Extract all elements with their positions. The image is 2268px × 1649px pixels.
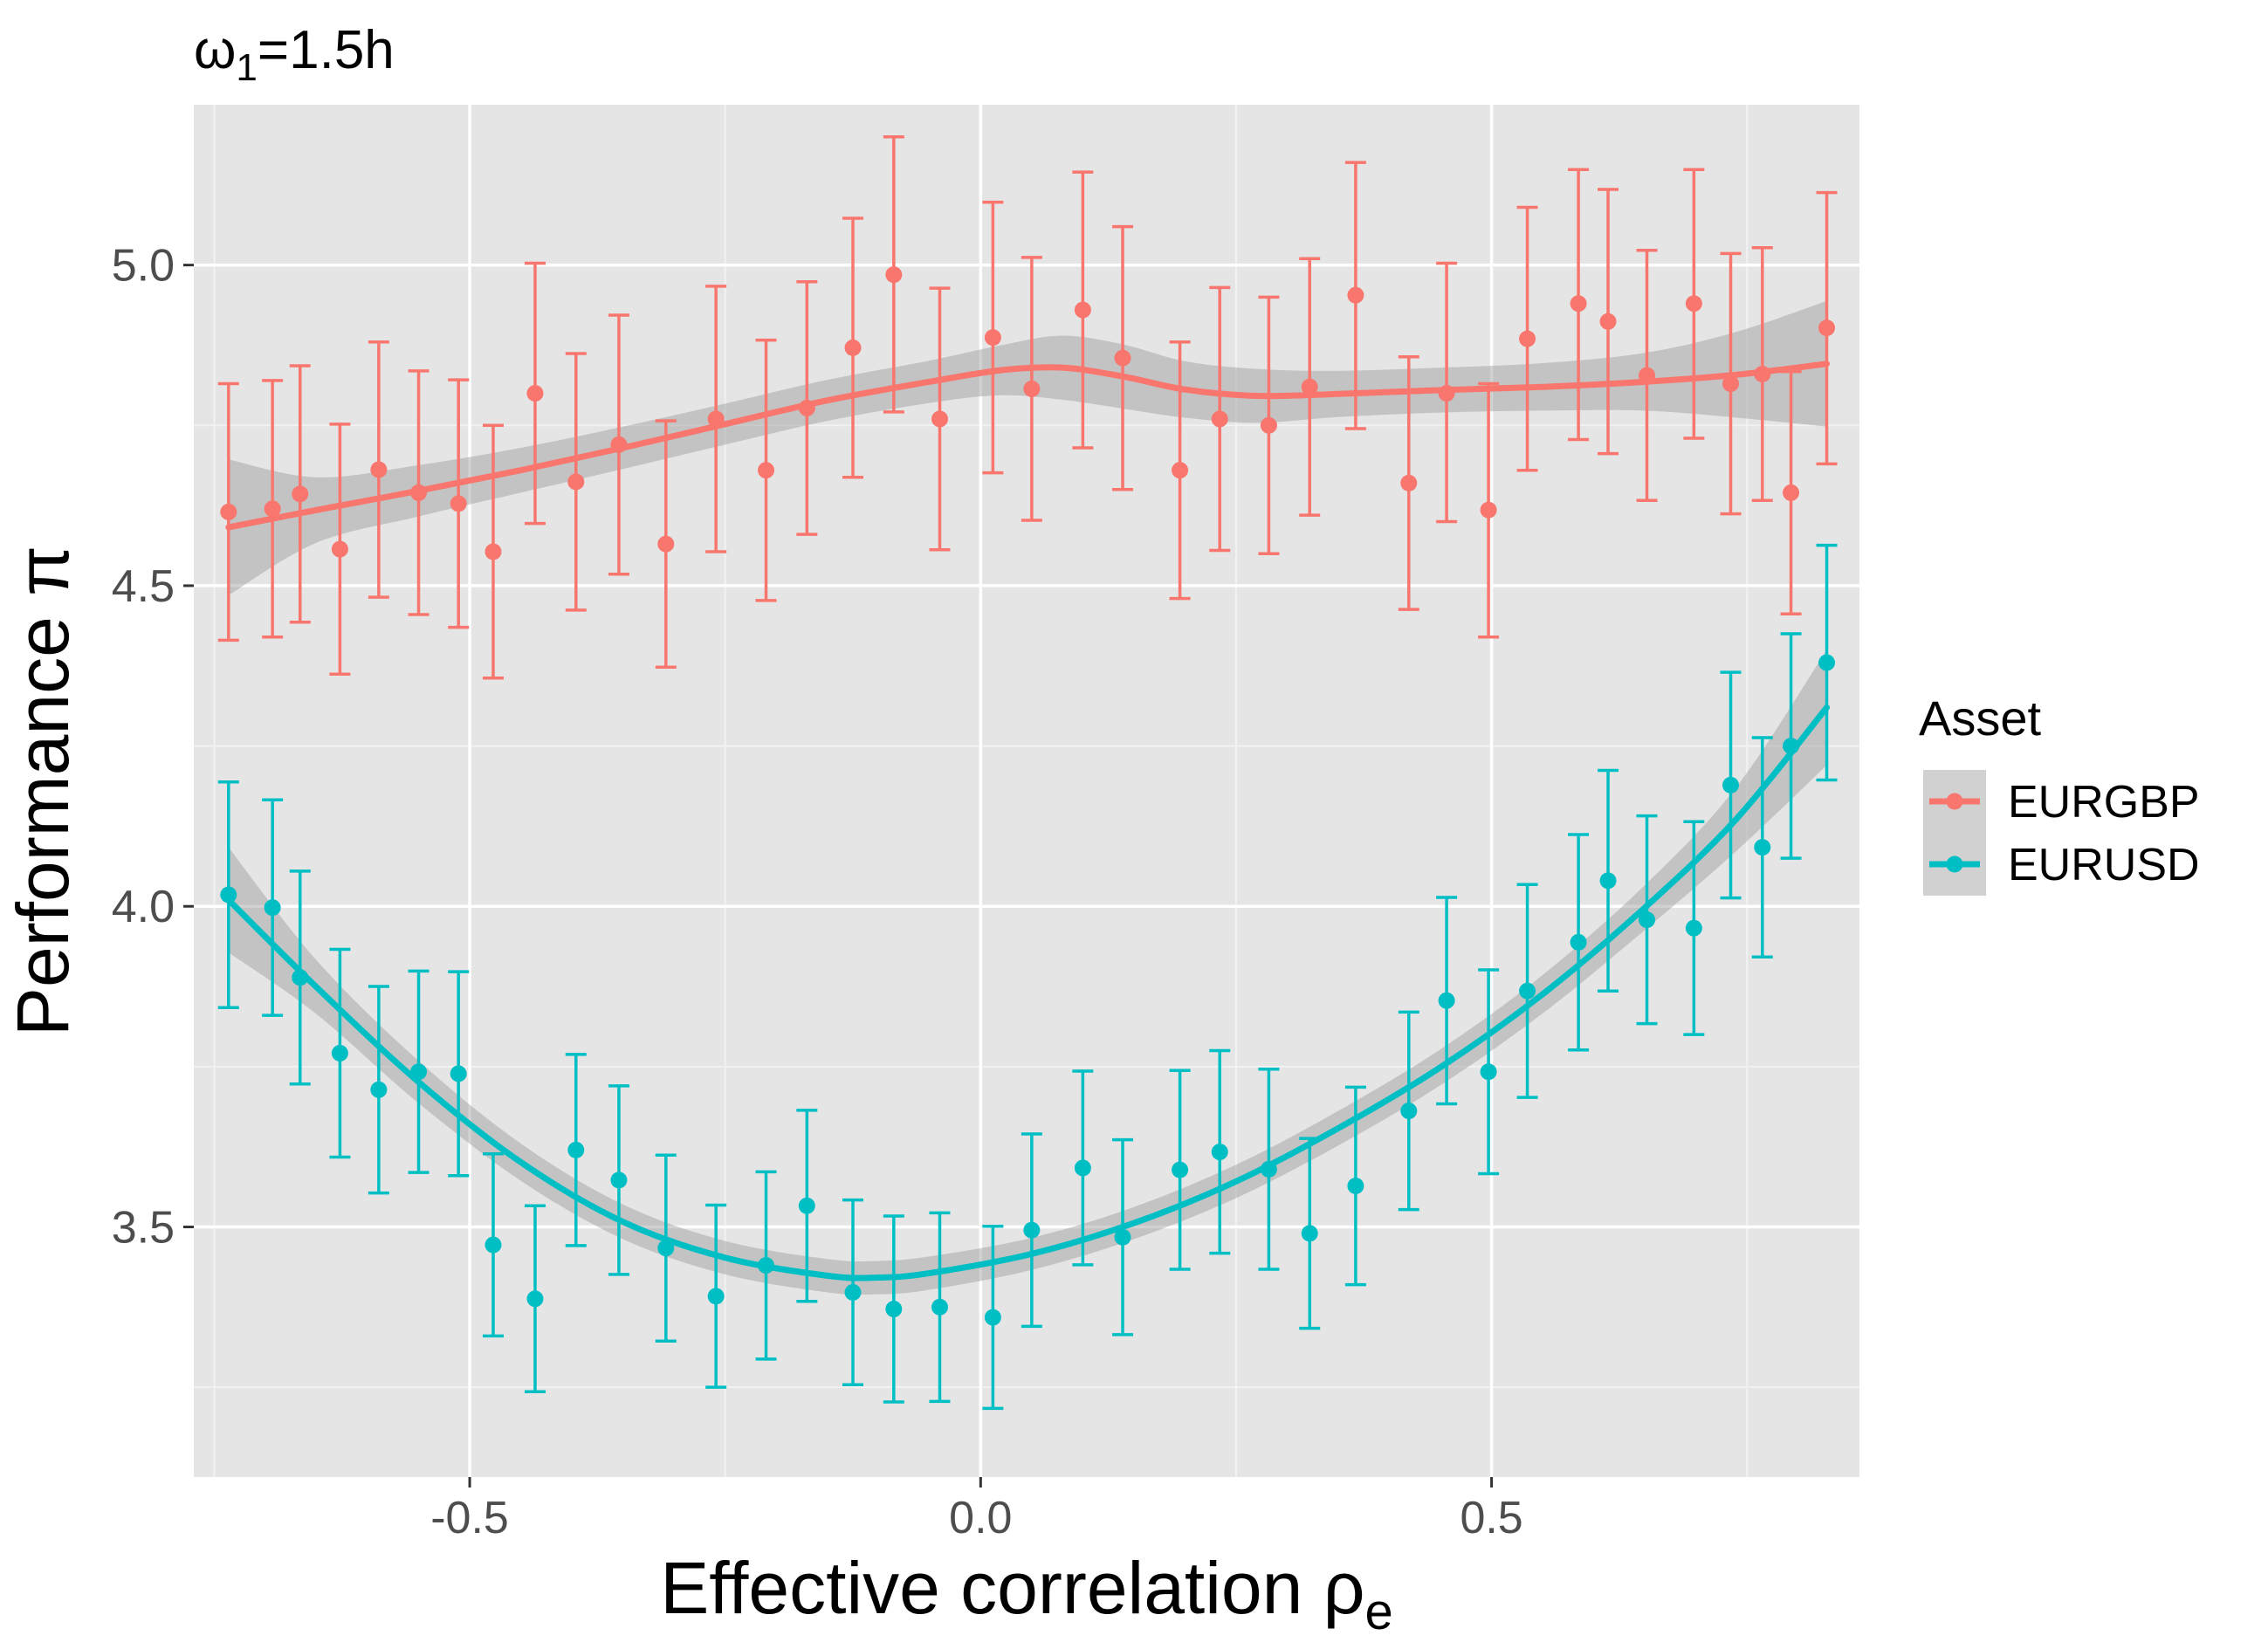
point-eurusd	[450, 1065, 467, 1082]
point-eurgbp	[1722, 375, 1740, 393]
point-eurgbp	[1211, 410, 1228, 428]
point-eurgbp	[1570, 295, 1587, 313]
y-axis-title: Performance π	[2, 546, 84, 1036]
legend: Asset EURGBP EURUSD	[1919, 691, 2200, 896]
point-eurusd	[1172, 1161, 1189, 1178]
point-eurgbp	[331, 540, 348, 558]
grid-minor	[194, 105, 1859, 1477]
point-eurusd	[1722, 776, 1740, 794]
legend-label-eurgbp: EURGBP	[2008, 777, 2200, 828]
smooth-line-eurusd	[225, 704, 1831, 1281]
point-eurgbp	[931, 410, 949, 428]
point-eurgbp	[885, 266, 903, 284]
ribbon-eurgbp	[228, 300, 1827, 595]
point-eurusd	[264, 899, 281, 917]
smooth-ribbons	[228, 300, 1827, 1295]
point-eurgbp	[220, 503, 237, 520]
point-eurgbp	[1818, 319, 1836, 337]
point-eurusd	[1074, 1159, 1091, 1177]
x-tick-label: 0.5	[1460, 1493, 1522, 1543]
chart-title-rest: =1.5h	[258, 20, 395, 80]
point-eurusd	[370, 1081, 388, 1098]
point-eurusd	[220, 886, 237, 904]
point-eurgbp	[1260, 416, 1277, 434]
point-eurgbp	[1519, 330, 1536, 347]
point-eurusd	[984, 1309, 1001, 1326]
point-eurgbp	[1172, 462, 1189, 479]
legend-title: Asset	[1919, 691, 2041, 745]
y-tick-label: 3.5	[112, 1203, 175, 1254]
point-eurgbp	[450, 495, 467, 512]
chart-title-sub: 1	[236, 46, 257, 89]
point-eurgbp	[1023, 380, 1041, 397]
point-eurusd	[567, 1141, 585, 1158]
legend-item-eurgbp: EURGBP	[1923, 770, 2200, 833]
legend-item-eurusd: EURUSD	[1923, 833, 2200, 896]
point-eurgbp	[1400, 474, 1418, 491]
y-axis: 3.5 4.0 4.5 5.0	[112, 241, 194, 1254]
point-eurgbp	[1347, 286, 1364, 304]
legend-label-eurusd: EURUSD	[2008, 840, 2200, 890]
point-eurusd	[331, 1044, 348, 1062]
point-eurgbp	[1685, 295, 1702, 313]
point-eurusd	[1519, 982, 1536, 1000]
smooth-line-eurgbp	[225, 361, 1831, 531]
point-eurusd	[798, 1197, 815, 1214]
chart-title-main: ω	[194, 20, 236, 80]
point-eurgbp	[758, 462, 775, 479]
point-eurusd	[1400, 1103, 1418, 1120]
point-eurusd	[1570, 933, 1587, 951]
point-eurusd	[526, 1290, 544, 1308]
point-eurusd	[1023, 1221, 1041, 1239]
point-eurgbp	[1074, 301, 1091, 319]
x-tick-label: 0.0	[949, 1493, 1012, 1543]
y-tick-label: 4.5	[112, 561, 175, 612]
point-eurusd	[844, 1283, 862, 1301]
point-eurusd	[1639, 911, 1656, 929]
point-eurgbp	[264, 500, 281, 518]
point-eurusd	[1301, 1225, 1318, 1242]
point-eurgbp	[1599, 313, 1617, 330]
chart-title: ω1=1.5h	[194, 20, 395, 89]
smooth-lines	[225, 361, 1831, 1281]
legend-key-point	[1946, 793, 1963, 810]
point-eurgbp	[370, 461, 388, 478]
point-eurusd	[610, 1171, 628, 1189]
x-axis-title: Effective correlation ρe	[660, 1547, 1393, 1640]
point-eurusd	[1211, 1144, 1228, 1161]
x-axis: -0.5 0.0 0.5	[430, 1477, 1523, 1543]
point-eurgbp	[1783, 484, 1800, 501]
point-eurusd	[1754, 839, 1771, 856]
point-eurgbp	[1114, 349, 1131, 367]
x-tick-label: -0.5	[430, 1493, 509, 1543]
legend-key-point	[1946, 855, 1963, 873]
point-eurgbp	[984, 329, 1001, 347]
point-eurgbp	[485, 543, 502, 560]
point-eurusd	[1599, 872, 1617, 890]
point-eurgbp	[567, 473, 585, 491]
point-eurusd	[1818, 654, 1836, 671]
point-eurusd	[1347, 1178, 1364, 1195]
point-eurusd	[1438, 992, 1455, 1009]
point-eurgbp	[1480, 501, 1497, 519]
point-eurgbp	[844, 339, 862, 356]
point-eurusd	[485, 1236, 502, 1254]
x-axis-title-sub: e	[1365, 1584, 1393, 1640]
grid-major	[194, 105, 1859, 1477]
point-eurgbp	[526, 385, 544, 402]
point-eurgbp	[292, 485, 309, 503]
point-eurgbp	[1301, 378, 1318, 395]
y-tick-label: 5.0	[112, 241, 175, 292]
plot-panel	[194, 105, 1859, 1477]
x-axis-title-main: Effective correlation ρ	[660, 1547, 1364, 1629]
point-eurusd	[1114, 1228, 1131, 1246]
point-eurusd	[931, 1298, 949, 1316]
point-eurusd	[707, 1288, 725, 1305]
point-eurgbp	[657, 535, 675, 553]
point-eurusd	[1685, 919, 1702, 937]
point-eurusd	[885, 1301, 903, 1318]
point-eurusd	[1480, 1063, 1497, 1081]
y-tick-label: 4.0	[112, 882, 175, 932]
